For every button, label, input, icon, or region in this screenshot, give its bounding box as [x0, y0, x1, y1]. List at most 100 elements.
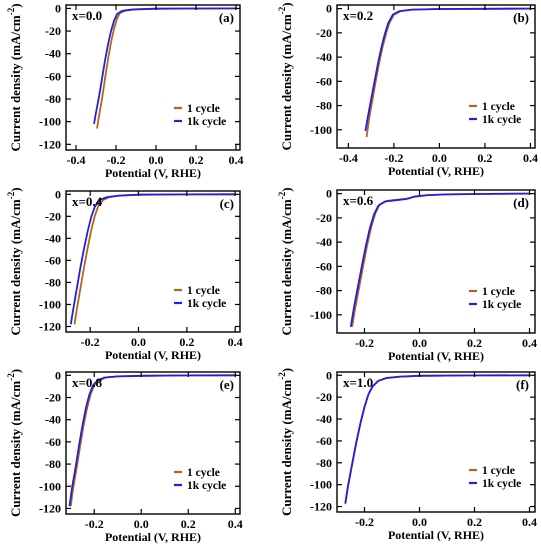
- y-tick-label: -120: [39, 137, 61, 151]
- x-tick-label: 0.0: [432, 151, 447, 165]
- legend-label-1k-cycle: 1k cycle: [482, 299, 521, 311]
- y-tick-label: -80: [45, 275, 61, 289]
- x-tick-label: 0.2: [477, 151, 492, 165]
- y-tick-label: -20: [45, 209, 61, 223]
- plot-frame: [65, 371, 241, 515]
- composition-annotation: x=0.8: [72, 375, 103, 390]
- y-tick-label: -40: [316, 412, 332, 426]
- legend-label-1-cycle: 1 cycle: [482, 101, 515, 113]
- x-axis-label: Potential (V, RHE): [388, 528, 484, 542]
- x-tick-label: -0.2: [355, 515, 374, 529]
- y-tick-label: -100: [310, 308, 332, 322]
- series-line-1k-cycle: [364, 7, 531, 132]
- chart-panel-c: -0.2 0.0 0.2 0.4 0 -20 -40 -60 -80 -100 -120 Potent…: [6, 187, 243, 362]
- y-tick-label: 0: [55, 187, 61, 201]
- y-axis-label-text: Current density (mA/cm: [8, 199, 23, 335]
- y-tick-label: -20: [316, 211, 332, 225]
- y-tick-label: -80: [316, 284, 332, 298]
- legend-label-1-cycle: 1 cycle: [482, 286, 515, 298]
- composition-annotation: x=1.0: [343, 375, 373, 390]
- y-tick-label: -80: [45, 92, 61, 106]
- y-axis-label-sup: -2: [6, 7, 16, 15]
- plot-frame: [336, 371, 536, 513]
- y-tick-label: -40: [45, 413, 61, 427]
- y-tick-label: 0: [326, 187, 332, 201]
- plot-frame: [336, 4, 536, 149]
- y-axis-label-text: Current density (mA/cm: [8, 15, 23, 151]
- legend-label-1-cycle: 1 cycle: [187, 467, 220, 479]
- y-axis-label-sup: -2: [6, 191, 16, 199]
- x-axis-label: Potential (V, RHE): [388, 349, 484, 363]
- legend-label-1k-cycle: 1k cycle: [482, 478, 521, 490]
- x-tick-label: 0.4: [522, 336, 537, 350]
- y-tick-label: -100: [39, 479, 61, 493]
- y-tick-label: -20: [45, 391, 61, 405]
- x-axis-label: Potential (V, RHE): [105, 166, 201, 180]
- x-tick-label: -0.2: [384, 151, 403, 165]
- y-axis-label-close: ): [8, 369, 23, 373]
- plot-frame: [336, 189, 536, 334]
- y-tick-label: -40: [316, 235, 332, 249]
- panel-label: (a): [219, 10, 234, 25]
- series-line-1k-cycle: [344, 374, 530, 504]
- x-tick-label: 0.0: [149, 153, 164, 167]
- x-tick-label: 0.2: [189, 153, 204, 167]
- y-tick-label: -100: [310, 123, 332, 137]
- x-tick-label: 0.4: [229, 153, 244, 167]
- y-tick-label: -100: [39, 115, 61, 129]
- y-axis-label: Current density (mA/cm-2): [277, 187, 294, 335]
- y-tick-label: -60: [45, 435, 61, 449]
- y-tick-label: -120: [39, 501, 61, 515]
- y-tick-label: 0: [326, 368, 332, 382]
- chart-panel-b: -0.4 -0.2 0.0 0.2 0.4 0 -20 -40 -60 -80 -100 Potent…: [277, 2, 538, 178]
- y-axis-label-text: Current density (mA/cm: [279, 14, 294, 150]
- y-tick-label: 0: [55, 368, 61, 382]
- x-tick-label: 0.0: [134, 517, 149, 531]
- y-tick-label: -120: [39, 319, 61, 333]
- y-tick-label: -100: [310, 478, 332, 492]
- y-axis-label-sup: -2: [277, 372, 287, 380]
- legend-label-1k-cycle: 1k cycle: [482, 114, 521, 126]
- y-tick-label: -20: [45, 24, 61, 38]
- composition-annotation: x=0.4: [72, 194, 103, 209]
- y-tick-label: -80: [45, 457, 61, 471]
- y-axis-label-close: ): [279, 368, 294, 372]
- plot-frame: [65, 4, 241, 151]
- legend-label-1k-cycle: 1k cycle: [187, 116, 226, 128]
- x-tick-label: 0.4: [522, 515, 537, 529]
- x-tick-label: 0.2: [467, 515, 482, 529]
- y-tick-label: -120: [310, 500, 332, 514]
- y-tick-label: -60: [316, 74, 332, 88]
- x-tick-label: -0.2: [355, 336, 374, 350]
- y-tick-label: 0: [55, 1, 61, 15]
- legend-label-1-cycle: 1 cycle: [482, 465, 515, 477]
- x-axis-label: Potential (V, RHE): [105, 348, 201, 362]
- x-tick-label: 0.2: [467, 336, 482, 350]
- y-tick-label: -80: [316, 456, 332, 470]
- y-tick-label: -80: [316, 99, 332, 113]
- y-axis-label-close: ): [8, 187, 23, 191]
- y-tick-label: -40: [45, 47, 61, 61]
- y-axis-label-sup: -2: [277, 191, 287, 199]
- x-axis-label: Potential (V, RHE): [105, 530, 201, 544]
- x-tick-label: 0.4: [523, 151, 538, 165]
- y-tick-label: -60: [316, 259, 332, 273]
- x-tick-label: 0.2: [181, 517, 196, 531]
- y-axis-label-sup: -2: [277, 6, 287, 14]
- y-tick-label: -20: [316, 390, 332, 404]
- x-tick-label: 0.0: [412, 515, 427, 529]
- y-tick-label: 0: [326, 2, 332, 16]
- y-tick-label: -100: [39, 297, 61, 311]
- y-axis-label-close: ): [279, 2, 294, 6]
- x-tick-label: 0.4: [228, 335, 243, 349]
- x-tick-label: -0.4: [339, 151, 358, 165]
- x-tick-label: 0.2: [179, 335, 194, 349]
- y-tick-label: -40: [45, 231, 61, 245]
- chart-panel-d: -0.2 0.0 0.2 0.4 0 -20 -40 -60 -80 -100 Potential …: [277, 187, 537, 363]
- y-tick-label: -60: [45, 69, 61, 83]
- y-axis-label-text: Current density (mA/cm: [8, 381, 23, 517]
- panel-label: (e): [220, 377, 234, 392]
